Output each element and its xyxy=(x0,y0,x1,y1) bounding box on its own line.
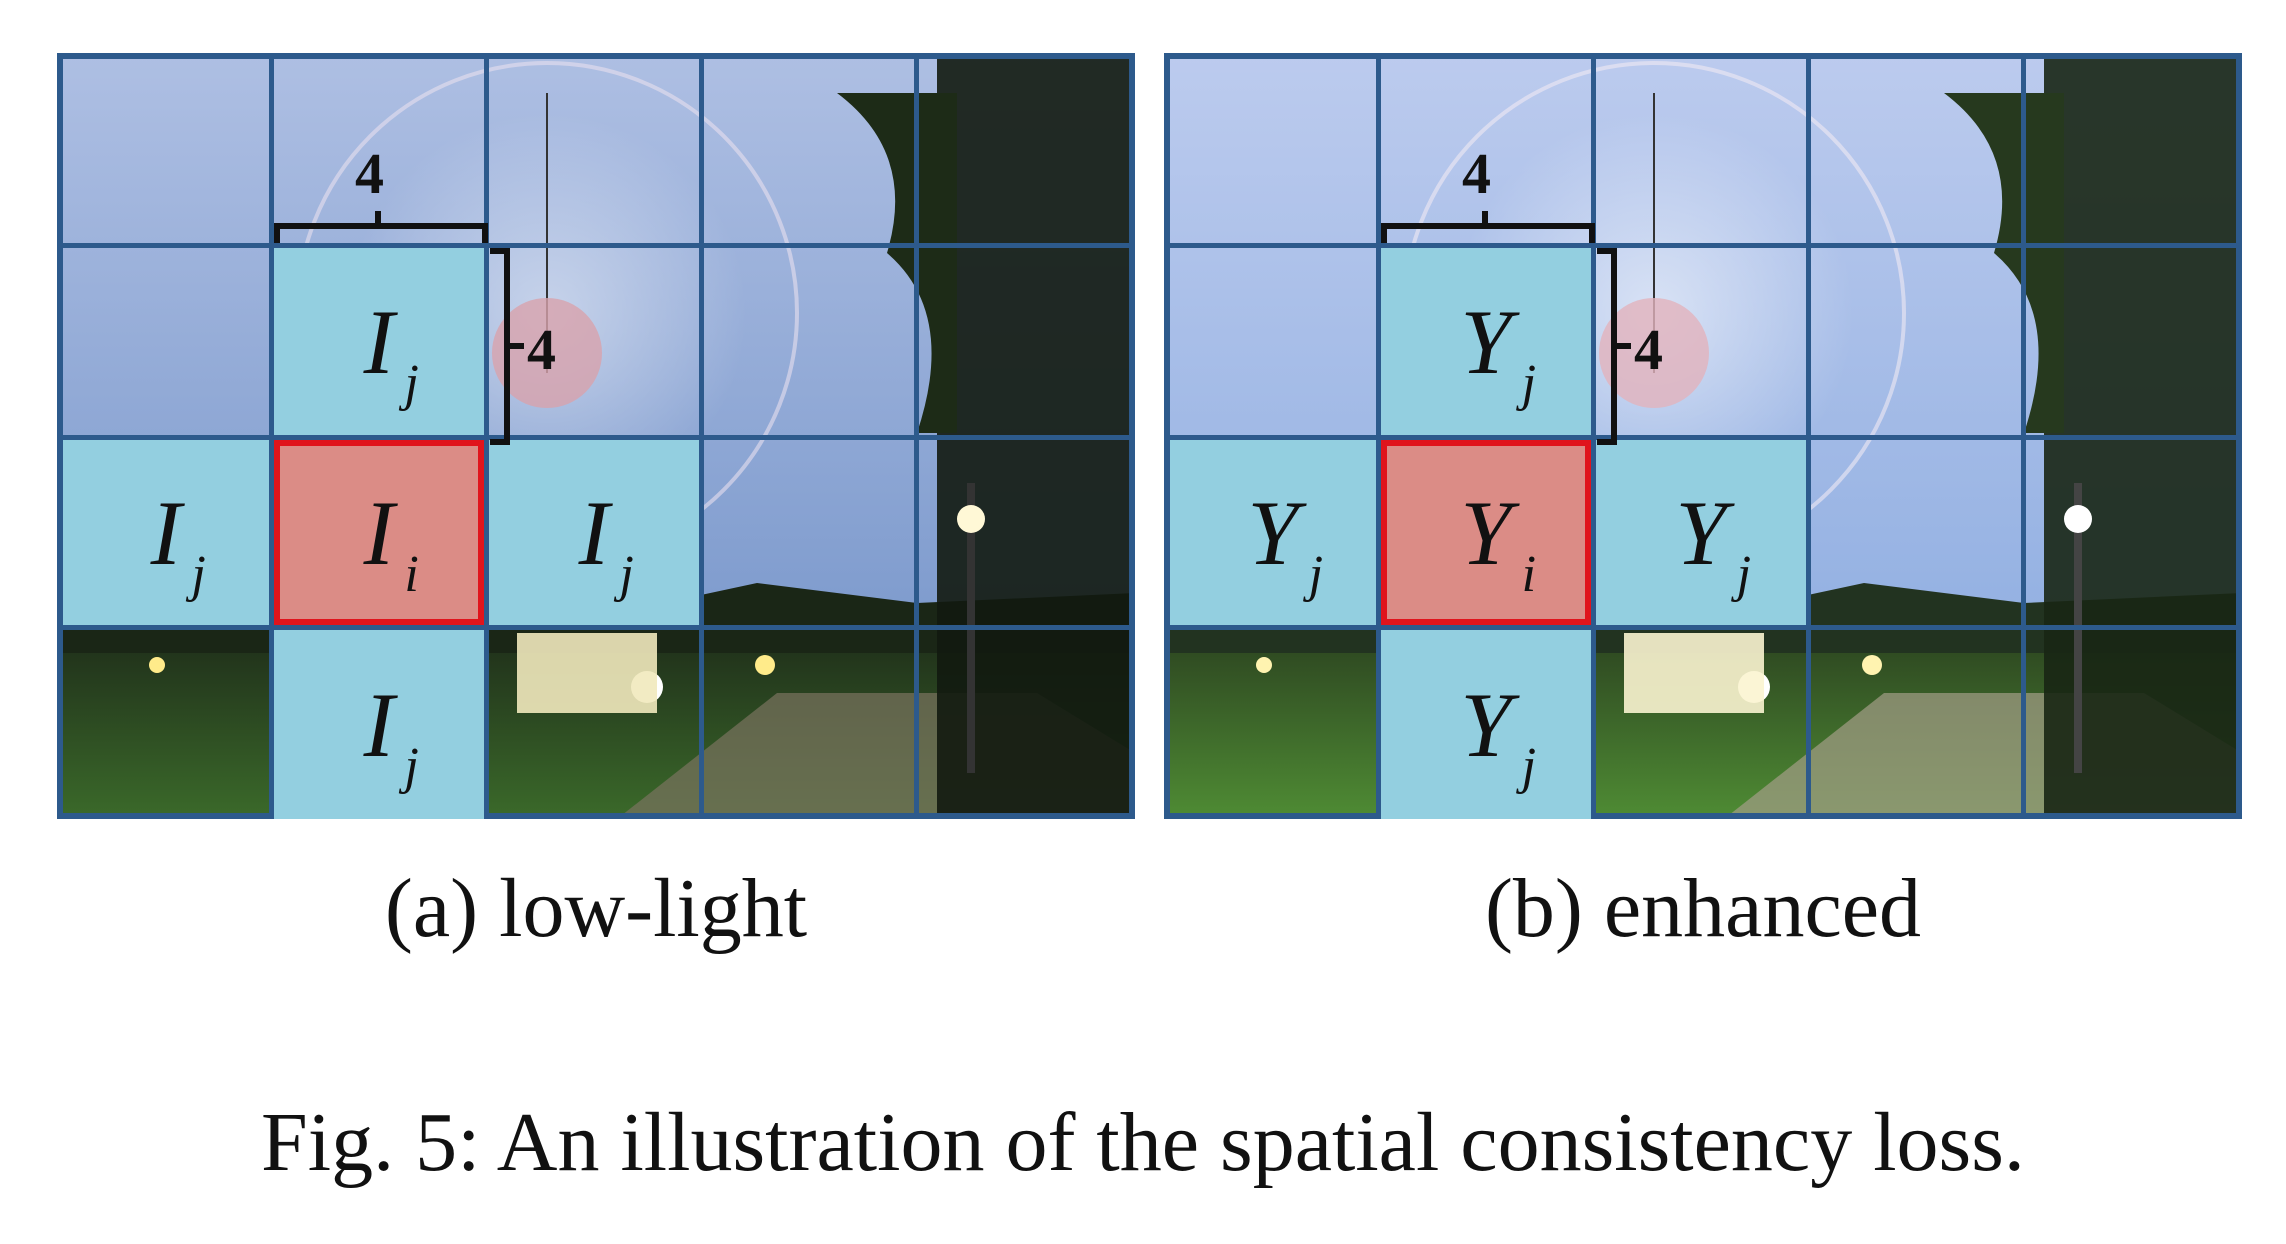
patch-height-label: 4 xyxy=(527,317,556,382)
panel-label: (b) enhanced xyxy=(1484,862,1922,955)
patch-width-tick xyxy=(375,211,381,225)
patch-height-bracket xyxy=(1597,248,1617,445)
patch-width-label: 4 xyxy=(1462,141,1491,206)
patch-width-tick xyxy=(1482,211,1488,225)
patch-height-bracket xyxy=(490,248,510,445)
patch-width-bracket xyxy=(274,223,488,243)
patch-height-label: 4 xyxy=(1634,317,1663,382)
panel-label: (a) low-light xyxy=(384,862,808,955)
patch-width-bracket xyxy=(1381,223,1595,243)
patch-height-tick xyxy=(510,343,524,349)
figure-caption: Fig. 5: An illustration of the spatial c… xyxy=(261,1096,2025,1189)
patch-width-label: 4 xyxy=(355,141,384,206)
patch-height-tick xyxy=(1617,343,1631,349)
